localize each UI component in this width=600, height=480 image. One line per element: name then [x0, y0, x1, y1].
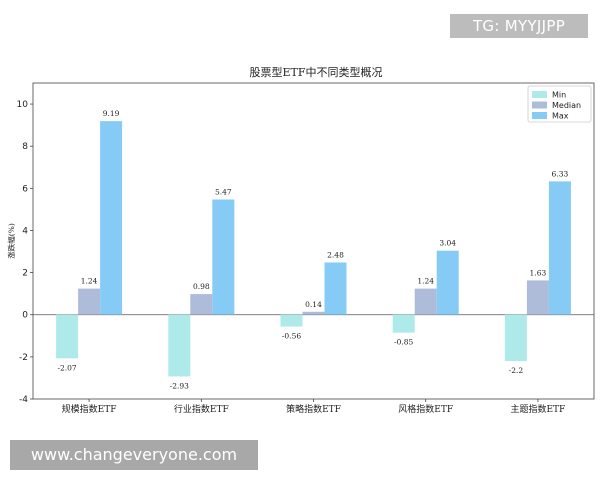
chart-title: 股票型ETF中不同类型概况: [250, 65, 383, 79]
x-tick-label: 主题指数ETF: [510, 403, 565, 415]
plot-area: -4 -2 0 2 4 6 8 10 涨跌幅(%) 规模指数ETF -2.07 1.24 9.19 行业指…: [6, 82, 595, 415]
data-label: 5.47: [215, 187, 232, 196]
x-tick-label: 行业指数ETF: [174, 403, 229, 415]
watermark-bottom: www.changeveryone.com: [10, 440, 258, 470]
data-label: 6.33: [552, 169, 569, 178]
data-label: 3.04: [439, 239, 456, 248]
data-label: -2.93: [170, 381, 189, 390]
legend-swatch: [532, 91, 547, 98]
bar-max: [436, 250, 459, 315]
y-tick-label: 0: [22, 311, 28, 321]
y-tick-label: 6: [22, 184, 28, 194]
bar-max: [324, 262, 347, 315]
data-label: 0.98: [193, 282, 210, 291]
data-label: 2.48: [327, 250, 344, 259]
bar-median: [190, 294, 213, 315]
data-label: 0.14: [305, 300, 322, 309]
bar-median: [414, 288, 437, 315]
y-tick-label: -4: [19, 395, 28, 405]
y-tick-label: 4: [22, 226, 28, 236]
data-label: -2.2: [509, 366, 524, 375]
watermark-top: TG: MYYJJPP: [450, 14, 588, 38]
bar-max: [212, 199, 235, 315]
legend-label: Median: [552, 101, 581, 110]
legend-swatch: [532, 101, 547, 109]
bar-min: [504, 314, 527, 362]
data-label: 1.63: [530, 268, 547, 277]
legend-swatch: [532, 112, 547, 119]
y-axis-title: 涨跌幅(%): [6, 223, 16, 259]
data-label: 1.24: [417, 277, 434, 286]
x-tick-label: 规模指数ETF: [62, 403, 117, 415]
bar-median: [302, 311, 325, 315]
y-tick-label: 8: [22, 142, 28, 152]
data-label: -0.85: [394, 338, 413, 347]
bar-min: [392, 314, 415, 333]
plot-frame: [32, 82, 595, 400]
y-tick-label: 2: [22, 269, 28, 279]
data-label: -2.07: [57, 363, 76, 372]
data-label: -0.56: [282, 332, 301, 341]
bar-min: [168, 314, 191, 377]
x-tick-label: 策略指数ETF: [286, 403, 341, 415]
bar-median: [78, 288, 101, 315]
y-tick-label: -2: [19, 353, 28, 363]
y-tick-label: 10: [17, 100, 29, 110]
bar-median: [526, 280, 549, 315]
legend-label: Max: [552, 112, 569, 121]
data-label: 9.19: [103, 109, 120, 118]
legend-label: Min: [552, 91, 566, 100]
bar-max: [548, 181, 571, 315]
bar-max: [100, 121, 123, 315]
bar-min: [280, 314, 303, 327]
bar-min: [56, 314, 79, 359]
x-tick-label: 风格指数ETF: [398, 403, 453, 415]
data-label: 1.24: [81, 277, 98, 286]
